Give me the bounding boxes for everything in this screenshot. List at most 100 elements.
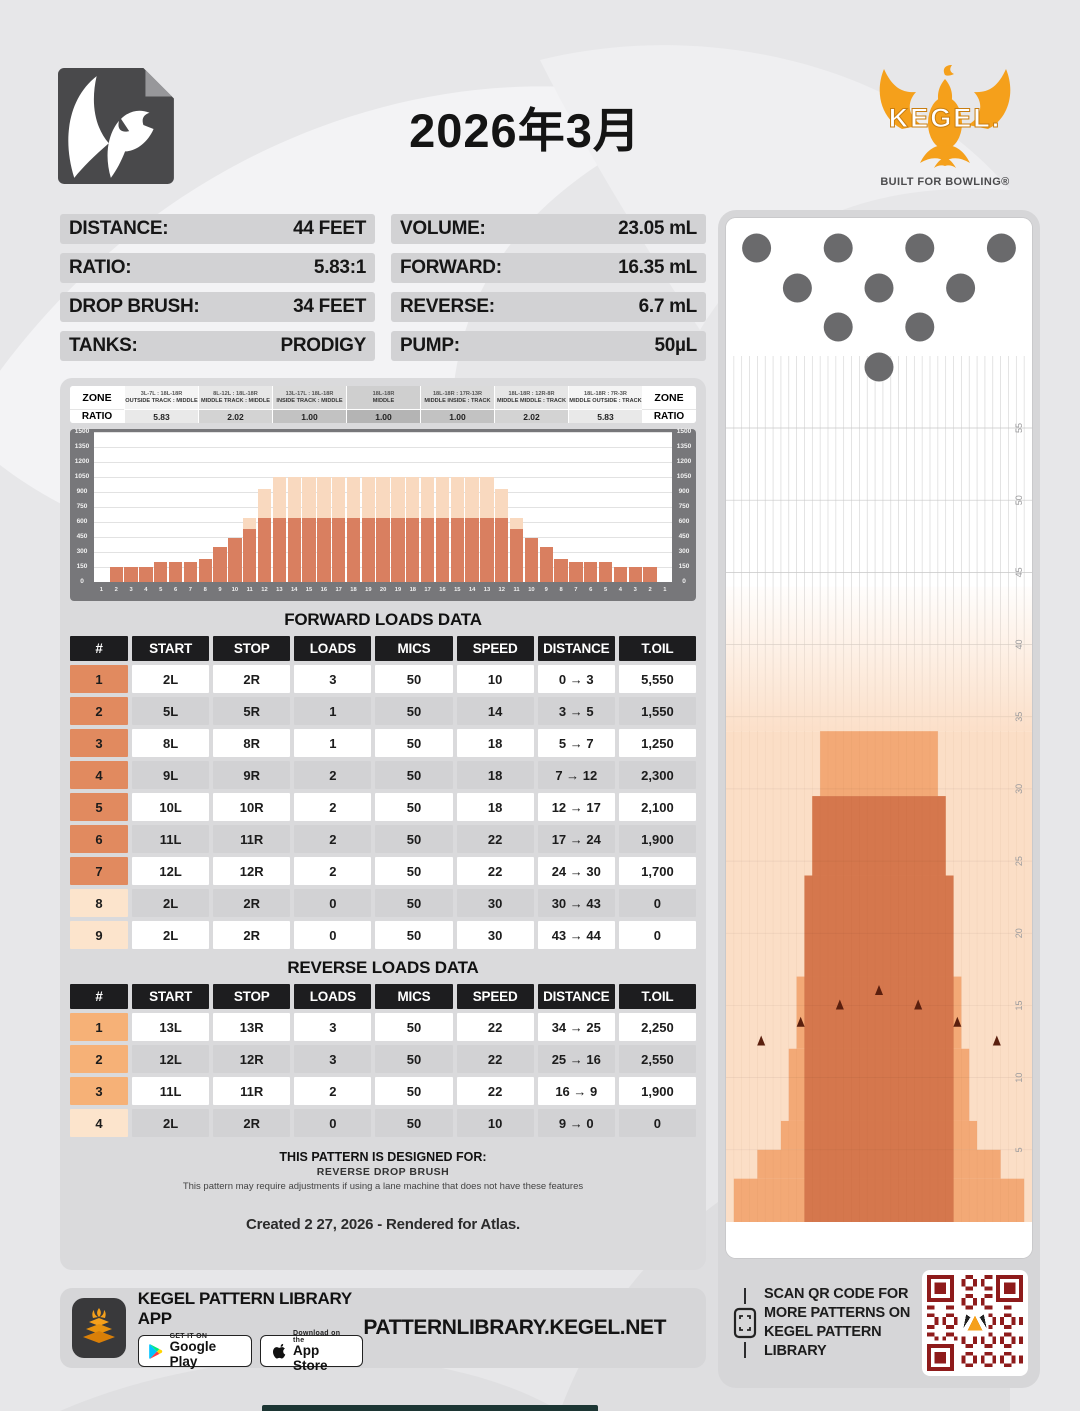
- distance-marker: 35: [1014, 712, 1024, 722]
- website-url[interactable]: PATTERNLIBRARY.KEGEL.NET: [363, 1316, 666, 1339]
- chart-y-axis-right: 0 150 300 450 600 750 900 1050 1200 1350 1500: [672, 428, 696, 598]
- y-tick-label: 1350: [676, 443, 692, 450]
- table-cell: 50: [375, 857, 453, 885]
- kegel-logo-text: KEGEL.: [889, 103, 1002, 133]
- table-cell: 2: [70, 1045, 128, 1073]
- chart-x-axis: 1 2 3 4 5 6 7 8 9 10 11 12 13 14 15 16 17 18 19 20 19 18 17 16 1…: [94, 582, 672, 598]
- distance-marker: 20: [1014, 928, 1024, 938]
- zone-range: 13L-17L : 18L-18R: [285, 390, 334, 397]
- qr-module: [961, 1340, 966, 1345]
- hist-bar-forward: [495, 518, 509, 582]
- x-tick-label: 2: [114, 587, 118, 593]
- table-cell: 2,250: [618, 1013, 696, 1041]
- table-cell: 2,300: [618, 761, 696, 789]
- table-cell: 2R: [213, 921, 291, 949]
- hist-bar-forward: [598, 562, 613, 582]
- qr-module: [1003, 1313, 1008, 1318]
- qr-caption-line: SCAN QR CODE FOR: [764, 1286, 909, 1303]
- qr-module: [927, 1332, 931, 1337]
- hist-bar-forward: [302, 518, 316, 582]
- table-cell: 9L: [132, 761, 210, 789]
- table-cell: 9R: [213, 761, 291, 789]
- qr-module: [961, 1355, 966, 1360]
- qr-module: [965, 1286, 970, 1291]
- y-tick-label: 0: [80, 578, 84, 585]
- lane-arrow: [875, 985, 883, 996]
- table-cell: 24 → 30: [537, 857, 615, 885]
- x-tick-label: 19: [365, 587, 372, 593]
- distance-marker: 50: [1014, 495, 1024, 505]
- hist-bar-forward: [346, 518, 361, 582]
- qr-module: [984, 1294, 989, 1299]
- table-cell: 5R: [213, 697, 291, 725]
- table-cell: 30: [456, 889, 534, 917]
- zone-range: 3L-7L : 18L-18R: [140, 390, 183, 397]
- spec-row-reverse: REVERSE: 6.7 mL: [391, 292, 706, 322]
- zone-ratio-value: 5.83: [125, 409, 198, 423]
- x-tick-label: 13: [483, 587, 491, 593]
- table-cell: 14: [456, 697, 534, 725]
- forward-loads-title: FORWARD LOADS DATA: [284, 610, 482, 629]
- qr-module: [999, 1317, 1004, 1322]
- table-cell: 50: [375, 761, 453, 789]
- spec-row-forward: FORWARD: 16.35 mL: [391, 253, 706, 283]
- google-play-line2: Google Play: [169, 1339, 217, 1369]
- x-tick-label: 8: [559, 587, 563, 593]
- hist-bar: [391, 432, 406, 582]
- qr-module: [946, 1324, 951, 1329]
- hist-bar-forward: [628, 567, 642, 582]
- x-tick-label: 10: [231, 587, 239, 593]
- qr-module: [1003, 1344, 1008, 1348]
- table-cell: 1,900: [618, 1077, 696, 1105]
- column-header: SPEED: [456, 636, 534, 661]
- google-play-badge[interactable]: GET IT ON Google Play: [137, 1333, 253, 1369]
- y-tick-label: 450: [76, 533, 88, 540]
- kegel-tagline: BUILT FOR BOWLING®: [880, 175, 1010, 188]
- qr-module: [965, 1305, 970, 1310]
- table-cell: 2: [294, 857, 372, 885]
- hist-bar: [465, 432, 480, 582]
- y-tick-label: 1200: [676, 458, 692, 465]
- qr-code[interactable]: [922, 1270, 1028, 1376]
- qr-module: [1019, 1336, 1023, 1341]
- app-store-line1: Download on the: [293, 1329, 341, 1344]
- apple-icon: [273, 1343, 286, 1359]
- y-tick-label: 600: [76, 518, 88, 525]
- qr-module: [980, 1298, 985, 1302]
- qr-module: [980, 1355, 985, 1360]
- qr-module: [1003, 1332, 1008, 1337]
- qr-module: [1011, 1359, 1016, 1364]
- qr-module: [1019, 1340, 1023, 1345]
- spec-label: DISTANCE:: [69, 218, 169, 239]
- app-store-line2: App Store: [293, 1342, 328, 1373]
- bowling-pin: [864, 273, 894, 303]
- zone-ratio-row-labels: ZONE RATIO: [642, 386, 696, 423]
- ratio-label: RATIO: [642, 409, 696, 423]
- qr-caption-line: KEGEL PATTERN: [764, 1324, 882, 1340]
- table-cell: 13R: [213, 1013, 291, 1041]
- qr-module: [988, 1294, 993, 1299]
- hist-bar: [450, 432, 465, 582]
- hist-bar-forward: [509, 529, 524, 582]
- x-tick-label: 12: [498, 587, 505, 593]
- hist-bar-forward: [243, 529, 257, 582]
- kegel-document-logo-icon: [58, 68, 174, 184]
- hist-bar: [376, 432, 391, 582]
- table-cell: 5 → 7: [537, 729, 615, 757]
- bowling-pin: [823, 312, 853, 342]
- qr-module: [999, 1355, 1004, 1360]
- lane-arrow: [992, 1035, 1001, 1046]
- table-cell: 12 → 17: [537, 793, 615, 821]
- qr-module: [965, 1351, 970, 1356]
- x-tick-label: 18: [409, 587, 417, 593]
- y-tick-label: 900: [678, 488, 690, 495]
- table-cell: 8: [70, 889, 128, 917]
- app-store-badge[interactable]: Download on the App Store: [260, 1330, 364, 1373]
- qr-module: [942, 1336, 947, 1341]
- qr-module: [980, 1359, 985, 1364]
- phone-scan-icon: [733, 1307, 757, 1339]
- table-cell: 22: [456, 1045, 534, 1073]
- table-cell: 22: [456, 1077, 534, 1105]
- hist-bar-forward: [331, 518, 346, 582]
